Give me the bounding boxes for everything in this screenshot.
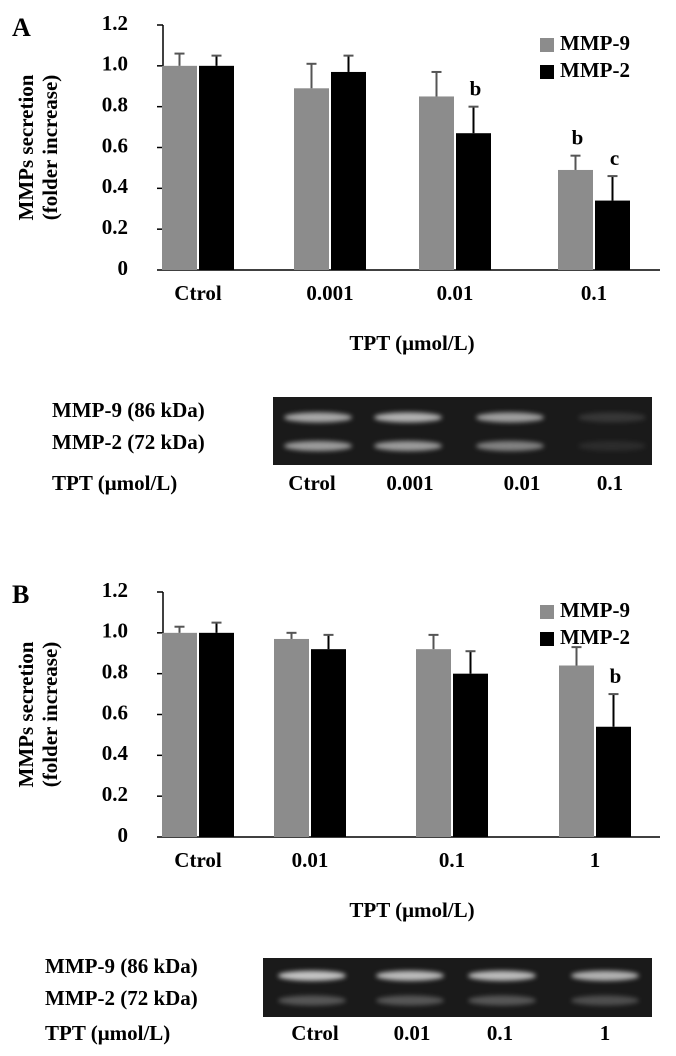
gel-row-label: MMP-2 (72 kDa) xyxy=(52,430,205,454)
gel-band xyxy=(578,440,646,451)
significance-label: c xyxy=(610,146,619,170)
gel-band xyxy=(476,412,544,423)
x-tick-label: 0.001 xyxy=(306,281,353,305)
y-tick-label: 1.2 xyxy=(102,11,128,35)
significance-label: b xyxy=(610,664,622,688)
legend-swatch xyxy=(540,65,554,79)
y-tick-label: 0.8 xyxy=(102,659,128,683)
legend-swatch xyxy=(540,605,554,619)
y-tick-label: 1.0 xyxy=(102,52,128,76)
gel-row-label: MMP-2 (72 kDa) xyxy=(45,986,198,1010)
y-axis-label: (folder increase) xyxy=(38,75,62,221)
bar xyxy=(596,726,631,837)
y-axis-label: MMPs secretion xyxy=(14,74,38,220)
legend-label: MMP-9 xyxy=(560,31,630,55)
x-axis-label: TPT (μmol/L) xyxy=(349,898,474,922)
gel-band xyxy=(374,412,442,423)
gel-lane-label: 0.1 xyxy=(487,1021,513,1045)
gel-axis-label: TPT (μmol/L) xyxy=(52,471,177,495)
gel-band xyxy=(278,970,346,981)
gel-band xyxy=(376,995,444,1006)
gel-band xyxy=(578,412,646,423)
bar xyxy=(456,133,491,270)
bar xyxy=(162,632,197,837)
gel-band xyxy=(278,995,346,1006)
x-axis-label: TPT (μmol/L) xyxy=(349,331,474,355)
bar xyxy=(199,65,234,270)
y-tick-label: 1.2 xyxy=(102,578,128,602)
gel-row-label: MMP-9 (86 kDa) xyxy=(45,954,198,978)
chart-panel: B MMPs secretion (folder increase) 0 0.2 0.4 0… xyxy=(12,578,660,1045)
y-axis-label: (folder increase) xyxy=(38,642,62,788)
legend-swatch xyxy=(540,632,554,646)
significance-label: b xyxy=(572,125,584,149)
bar xyxy=(559,665,594,837)
bar xyxy=(162,65,197,270)
gel-band xyxy=(376,970,444,981)
x-tick-label: Ctrol xyxy=(174,281,222,305)
gel-lane-label: 0.1 xyxy=(597,471,623,495)
y-axis-label: MMPs secretion xyxy=(14,641,38,787)
gel-band xyxy=(468,995,536,1006)
y-tick-label: 0.6 xyxy=(102,133,128,157)
y-tick-label: 0.2 xyxy=(102,782,128,806)
gel-band xyxy=(284,440,352,451)
legend-label: MMP-9 xyxy=(560,598,630,622)
x-tick-label: 0.01 xyxy=(292,848,329,872)
panel-letter: B xyxy=(12,580,29,609)
bar xyxy=(595,200,630,270)
gel-lane-label: 0.01 xyxy=(504,471,541,495)
legend-swatch xyxy=(540,38,554,52)
bar xyxy=(294,88,329,271)
bar xyxy=(416,649,451,837)
panel-letter: A xyxy=(12,13,31,42)
y-tick-label: 0.4 xyxy=(102,741,129,765)
legend-label: MMP-2 xyxy=(560,58,630,82)
x-tick-label: 0.1 xyxy=(581,281,607,305)
y-tick-label: 1.0 xyxy=(102,619,128,643)
y-tick-label: 0 xyxy=(118,256,129,280)
gel-lane-label: Ctrol xyxy=(291,1021,339,1045)
gel-image xyxy=(263,958,652,1017)
bar xyxy=(558,169,593,270)
gel-lane-label: 0.01 xyxy=(394,1021,431,1045)
x-tick-label: 0.01 xyxy=(437,281,474,305)
gel-band xyxy=(571,970,639,981)
y-tick-label: 0.6 xyxy=(102,700,128,724)
gel-band xyxy=(468,970,536,981)
gel-lane-label: Ctrol xyxy=(288,471,336,495)
bar xyxy=(331,71,366,270)
gel-lane-label: 0.001 xyxy=(386,471,433,495)
chart-panel: A MMPs secretion (folder increase) 0 0.2 0.4 0… xyxy=(12,11,660,495)
bar xyxy=(311,649,346,837)
gel-band xyxy=(571,995,639,1006)
gel-band xyxy=(284,412,352,423)
bar xyxy=(274,638,309,837)
gel-band xyxy=(476,440,544,451)
x-tick-label: Ctrol xyxy=(174,848,222,872)
x-tick-label: 1 xyxy=(590,848,601,872)
gel-row-label: MMP-9 (86 kDa) xyxy=(52,398,205,422)
y-tick-label: 0.8 xyxy=(102,92,128,116)
gel-lane-label: 1 xyxy=(600,1021,611,1045)
gel-image xyxy=(273,397,652,465)
legend-label: MMP-2 xyxy=(560,625,630,649)
y-tick-label: 0 xyxy=(118,823,129,847)
bar xyxy=(419,96,454,270)
y-tick-label: 0.2 xyxy=(102,215,128,239)
significance-label: b xyxy=(470,76,482,100)
gel-axis-label: TPT (μmol/L) xyxy=(45,1021,170,1045)
bar xyxy=(453,673,488,837)
bar xyxy=(199,632,234,837)
gel-band xyxy=(374,440,442,451)
x-tick-label: 0.1 xyxy=(439,848,465,872)
y-tick-label: 0.4 xyxy=(102,174,129,198)
